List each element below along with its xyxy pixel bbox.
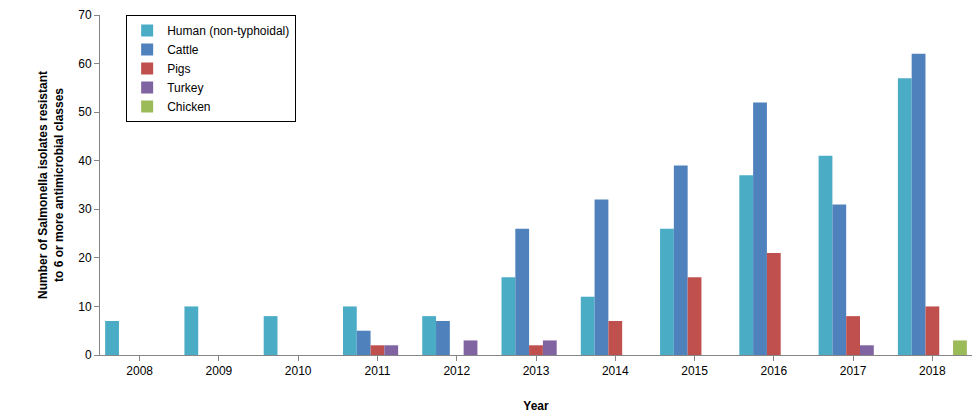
svg-text:2012: 2012	[443, 364, 470, 378]
svg-text:Human (non-typhoidal): Human (non-typhoidal)	[167, 24, 289, 38]
svg-text:2014: 2014	[602, 364, 629, 378]
svg-text:Pigs: Pigs	[167, 62, 190, 76]
svg-text:Number of Salmonella isolates: Number of Salmonella isolates resistantt…	[36, 71, 66, 299]
svg-text:Chicken: Chicken	[167, 100, 210, 114]
svg-text:70: 70	[78, 8, 92, 22]
svg-text:60: 60	[78, 57, 92, 71]
svg-text:Cattle: Cattle	[167, 43, 199, 57]
svg-text:2017: 2017	[840, 364, 867, 378]
svg-text:40: 40	[78, 154, 92, 168]
svg-text:2016: 2016	[760, 364, 787, 378]
svg-text:50: 50	[78, 105, 92, 119]
svg-text:2011: 2011	[365, 364, 391, 378]
svg-text:2013: 2013	[523, 364, 550, 378]
svg-text:2008: 2008	[126, 364, 153, 378]
svg-text:2009: 2009	[206, 364, 233, 378]
svg-text:Year: Year	[523, 399, 549, 413]
svg-text:2018: 2018	[919, 364, 946, 378]
svg-text:2015: 2015	[681, 364, 708, 378]
svg-text:Turkey: Turkey	[167, 81, 203, 95]
svg-text:0: 0	[85, 348, 92, 362]
svg-text:20: 20	[78, 251, 92, 265]
svg-text:10: 10	[78, 300, 92, 314]
svg-text:30: 30	[78, 202, 92, 216]
svg-text:2010: 2010	[285, 364, 312, 378]
